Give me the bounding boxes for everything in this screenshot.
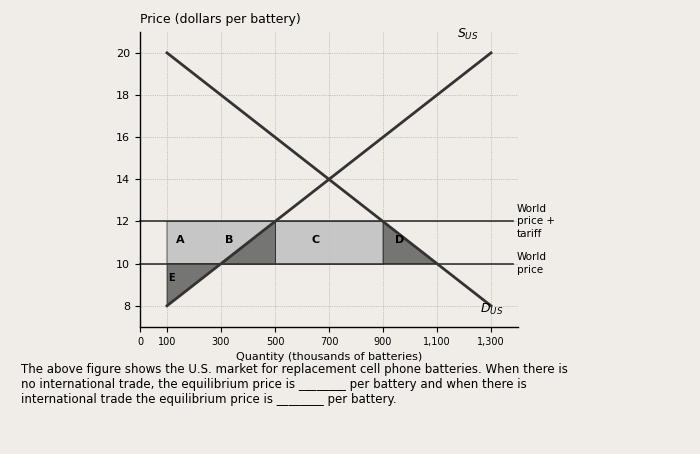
- Text: E: E: [169, 273, 175, 283]
- Text: B: B: [225, 236, 233, 246]
- Text: D: D: [395, 236, 404, 246]
- Text: Price (dollars per battery): Price (dollars per battery): [140, 14, 301, 26]
- Text: $D_{US}$: $D_{US}$: [480, 301, 503, 317]
- Text: World
price +
tariff: World price + tariff: [517, 204, 554, 239]
- X-axis label: Quantity (thousands of batteries): Quantity (thousands of batteries): [236, 352, 422, 362]
- Text: A: A: [176, 236, 184, 246]
- Polygon shape: [167, 222, 275, 264]
- Text: The above figure shows the U.S. market for replacement cell phone batteries. Whe: The above figure shows the U.S. market f…: [21, 363, 568, 406]
- Text: C: C: [312, 236, 320, 246]
- Polygon shape: [275, 222, 383, 264]
- Polygon shape: [167, 264, 221, 306]
- Polygon shape: [221, 222, 275, 264]
- Text: $S_{US}$: $S_{US}$: [457, 27, 479, 42]
- Polygon shape: [383, 222, 437, 264]
- Text: World
price: World price: [517, 252, 547, 275]
